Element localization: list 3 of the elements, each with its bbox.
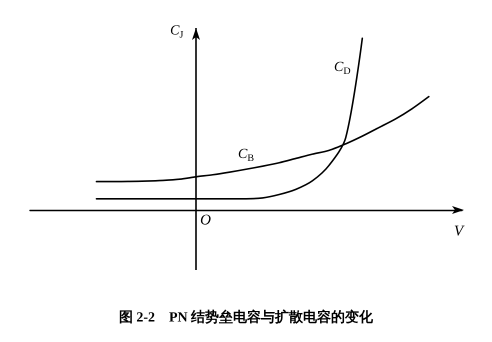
text: O (200, 212, 212, 228)
x-axis-title: V (454, 223, 465, 240)
text: 图 2-2 PN 结势垒电容与扩散电容的变化 (118, 308, 374, 326)
